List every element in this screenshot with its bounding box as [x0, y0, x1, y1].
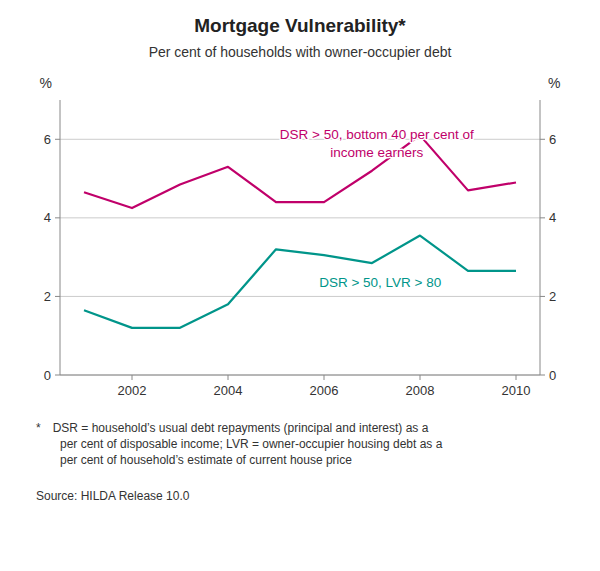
x-tick	[516, 375, 517, 380]
footnote: * DSR = household’s usual debt repayment…	[36, 421, 443, 467]
text-line: income earners	[330, 145, 423, 160]
text-line: DSR > 50, LVR > 80	[319, 275, 441, 290]
y-tick-label: 0	[44, 368, 51, 383]
y-tick	[55, 375, 60, 376]
y-tick-label: 6	[44, 132, 51, 147]
y2-tick-label: 0	[549, 368, 556, 383]
x-tick-label: 2010	[502, 383, 531, 398]
grid	[60, 139, 540, 375]
y-axis	[60, 100, 61, 375]
y-tick-label: 4	[44, 210, 51, 225]
x-tick	[420, 375, 421, 380]
grid-line	[60, 296, 540, 297]
y2-tick-label: 4	[549, 210, 556, 225]
series-group	[84, 135, 516, 327]
text-line: per cent of household’s estimate of curr…	[36, 453, 352, 467]
y2-tick	[540, 375, 545, 376]
source: Source: HILDA Release 10.0	[36, 489, 190, 503]
chart: Mortgage Vulnerability* Per cent of house…	[0, 0, 600, 571]
text-line: * DSR = household’s usual debt repayment…	[36, 421, 429, 435]
x-tick-label: 2004	[214, 383, 243, 398]
x-tick-label: 2006	[310, 383, 339, 398]
y-tick-label: 2	[44, 289, 51, 304]
y2-tick-label: 6	[549, 132, 556, 147]
y2-tick-label: 2	[549, 289, 556, 304]
x-tick	[132, 375, 133, 380]
y2-tick	[540, 217, 545, 218]
y2-axis-label: %	[548, 75, 560, 91]
x-tick	[324, 375, 325, 380]
y-axis-label: %	[40, 75, 52, 91]
x-tick	[228, 375, 229, 380]
y2-tick	[540, 296, 545, 297]
background	[0, 0, 600, 571]
annotation: DSR > 50, bottom 40 per cent of income ea…	[280, 127, 474, 160]
annotation: DSR > 50, LVR > 80	[319, 275, 441, 290]
y2-tick	[540, 139, 545, 140]
x-tick-label: 2002	[118, 383, 147, 398]
series-line	[84, 236, 516, 328]
text-line: DSR > 50, bottom 40 per cent of	[280, 127, 474, 142]
y-tick	[55, 217, 60, 218]
subtitle: Per cent of households with owner-occupi…	[149, 44, 452, 60]
grid-line	[60, 217, 540, 218]
series-line	[84, 135, 516, 208]
text-line: per cent of disposable income; LVR = own…	[36, 437, 443, 451]
y-tick	[55, 296, 60, 297]
x-tick-label: 2008	[406, 383, 435, 398]
y-tick	[55, 139, 60, 140]
text-line: Source: HILDA Release 10.0	[36, 489, 190, 503]
y2-axis	[540, 100, 541, 375]
title: Mortgage Vulnerability*	[194, 15, 406, 36]
